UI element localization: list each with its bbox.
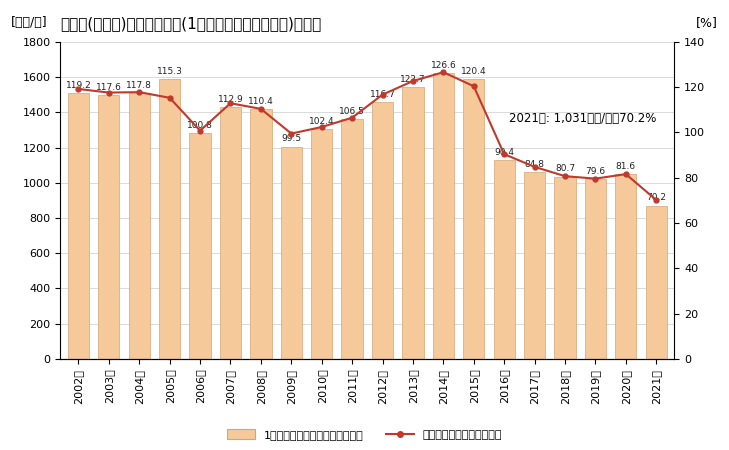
Bar [159, 79, 180, 359]
Text: 120.4: 120.4 [461, 67, 486, 76]
Text: 122.7: 122.7 [400, 75, 426, 84]
Bar [494, 160, 515, 359]
Bar [128, 93, 150, 359]
Bar [68, 93, 89, 359]
Bar [585, 179, 606, 359]
Text: 117.6: 117.6 [96, 82, 122, 91]
Bar [220, 107, 241, 359]
Text: 70.2: 70.2 [646, 194, 666, 202]
Bar [250, 109, 271, 359]
Text: 79.6: 79.6 [585, 167, 606, 176]
Text: 119.2: 119.2 [66, 81, 91, 90]
Text: [万円/人]: [万円/人] [11, 16, 47, 29]
Bar [554, 176, 576, 359]
Bar [402, 87, 424, 359]
Text: 100.8: 100.8 [187, 122, 213, 130]
Text: 110.4: 110.4 [248, 97, 274, 106]
Text: 高浜市(愛知県)の労働生産性(1人当たり粗付加価値額)の推移: 高浜市(愛知県)の労働生産性(1人当たり粗付加価値額)の推移 [61, 16, 321, 31]
Legend: 1人当たり粗付加価値額（左軸）, 対全国比（右軸）（右軸）: 1人当たり粗付加価値額（左軸）, 対全国比（右軸）（右軸） [222, 425, 507, 445]
Text: 115.3: 115.3 [157, 67, 182, 76]
Bar [433, 73, 454, 359]
Text: 2021年: 1,031万円/人，70.2%: 2021年: 1,031万円/人，70.2% [509, 112, 656, 125]
Text: 81.6: 81.6 [616, 162, 636, 171]
Bar [281, 147, 302, 359]
Bar [190, 134, 211, 359]
Bar [311, 129, 332, 359]
Text: 112.9: 112.9 [218, 95, 243, 104]
Text: 106.5: 106.5 [339, 107, 365, 116]
Text: 99.5: 99.5 [281, 135, 301, 144]
Text: [%]: [%] [695, 16, 717, 29]
Bar [646, 206, 667, 359]
Text: 117.8: 117.8 [126, 81, 152, 90]
Text: 80.7: 80.7 [555, 164, 575, 173]
Bar [98, 94, 120, 359]
Text: 102.4: 102.4 [309, 117, 335, 126]
Text: 126.6: 126.6 [430, 60, 456, 69]
Bar [372, 102, 393, 359]
Text: 116.7: 116.7 [370, 90, 395, 99]
Bar [524, 172, 545, 359]
Bar [463, 79, 484, 359]
Bar [341, 119, 363, 359]
Text: 90.4: 90.4 [494, 148, 514, 157]
Bar [615, 174, 636, 359]
Text: 84.8: 84.8 [525, 160, 545, 169]
